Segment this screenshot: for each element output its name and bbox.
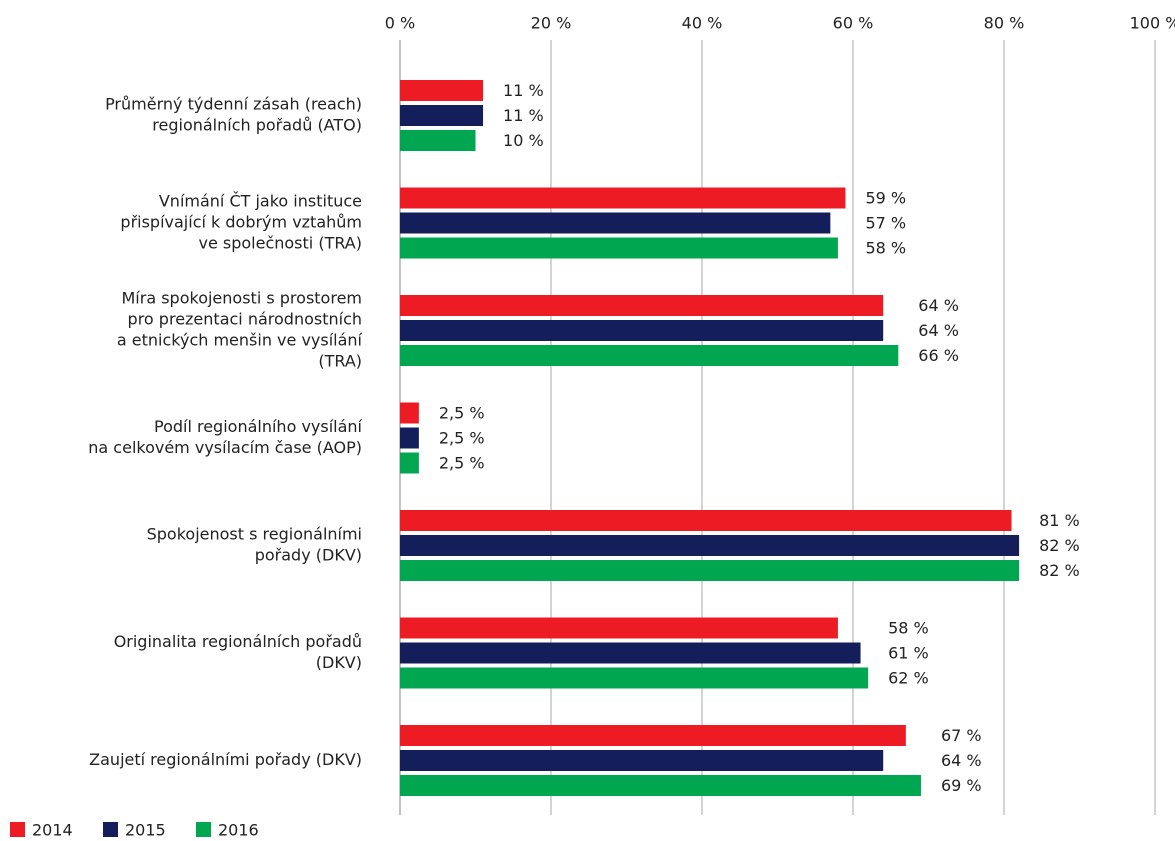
x-tick-label: 0 % (385, 14, 415, 33)
bar (400, 187, 846, 209)
value-label: 66 % (918, 346, 959, 365)
value-label: 58 % (865, 239, 906, 258)
category-label: pořady (DKV) (255, 546, 362, 565)
bar (400, 775, 921, 796)
x-tick-label: 60 % (833, 14, 874, 33)
x-tick-label: 80 % (984, 14, 1025, 33)
bar (400, 725, 906, 746)
category-label: Průměrný týdenní zásah (reach) (105, 95, 362, 114)
bar (400, 320, 884, 341)
category-label: (DKV) (316, 653, 362, 672)
category-label: a etnických menšin ve vysílání (117, 331, 363, 350)
bar (400, 452, 419, 474)
bar (400, 212, 831, 234)
value-label: 59 % (865, 189, 906, 208)
category-label: Spokojenost s regionálními (147, 525, 362, 544)
category-label: pro prezentaci národnostních (128, 310, 362, 329)
x-tick-label: 100 % (1130, 14, 1175, 33)
bar (400, 402, 419, 424)
value-label: 82 % (1039, 536, 1080, 555)
value-label: 11 % (503, 81, 544, 100)
category-label: Vnímání ČT jako instituce (159, 192, 362, 211)
category-label: Míra spokojenosti s prostorem (122, 289, 363, 308)
value-label: 67 % (941, 726, 982, 745)
category-label: Podíl regionálního vysílání (154, 417, 363, 436)
legend-label: 2014 (32, 821, 73, 840)
legend-swatch (103, 822, 118, 837)
value-label: 82 % (1039, 561, 1080, 580)
value-label: 64 % (918, 321, 959, 340)
value-label: 57 % (865, 214, 906, 233)
legend-label: 2016 (218, 821, 259, 840)
bar (400, 642, 861, 664)
legend-swatch (196, 822, 211, 837)
category-label: regionálních pořadů (ATO) (152, 116, 362, 135)
bar (400, 560, 1020, 581)
value-label: 81 % (1039, 511, 1080, 530)
value-label: 64 % (918, 296, 959, 315)
category-label: (TRA) (318, 352, 362, 371)
x-tick-label: 20 % (531, 14, 572, 33)
bar (400, 617, 838, 639)
x-tick-label: 40 % (682, 14, 723, 33)
bar (400, 295, 884, 316)
bar (400, 667, 869, 689)
category-label: Zaujetí regionálními pořady (DKV) (89, 750, 362, 769)
value-label: 2,5 % (439, 429, 485, 448)
bar (400, 750, 884, 771)
legend-swatch (10, 822, 25, 837)
category-label: ve společnosti (TRA) (198, 234, 362, 253)
bar (400, 535, 1020, 556)
bar (400, 345, 899, 366)
value-label: 2,5 % (439, 404, 485, 423)
legend-label: 2015 (125, 821, 166, 840)
value-label: 11 % (503, 106, 544, 125)
category-label: přispívající k dobrým vztahům (120, 213, 362, 232)
bar (400, 510, 1012, 531)
value-label: 58 % (888, 619, 929, 638)
category-label: na celkovém vysílacím čase (AOP) (88, 438, 362, 457)
category-label: Originalita regionálních pořadů (114, 632, 362, 651)
bar (400, 105, 484, 126)
value-label: 69 % (941, 776, 982, 795)
bar (400, 130, 476, 151)
bar (400, 427, 419, 449)
bar (400, 80, 484, 101)
value-label: 64 % (941, 751, 982, 770)
value-label: 62 % (888, 669, 929, 688)
value-label: 10 % (503, 131, 544, 150)
bar (400, 237, 838, 259)
value-label: 61 % (888, 644, 929, 663)
value-label: 2,5 % (439, 454, 485, 473)
